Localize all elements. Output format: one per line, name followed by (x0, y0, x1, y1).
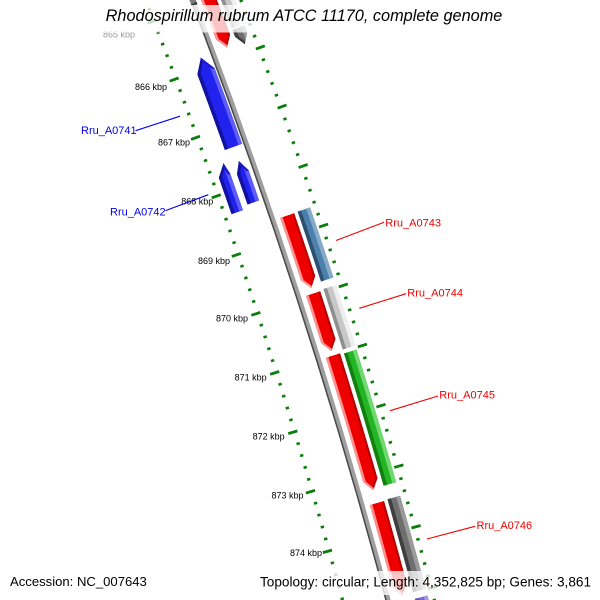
svg-text:872 kbp: 872 kbp (253, 432, 285, 442)
svg-text:865 kbp: 865 kbp (103, 30, 135, 40)
svg-text:Rru_A0743: Rru_A0743 (385, 217, 441, 229)
svg-text:867 kbp: 867 kbp (158, 137, 190, 147)
svg-text:Rru_A0741: Rru_A0741 (81, 125, 137, 137)
svg-text:869 kbp: 869 kbp (198, 256, 230, 266)
svg-text:Rru_A0746: Rru_A0746 (477, 520, 533, 532)
svg-text:868 kbp: 868 kbp (181, 197, 213, 207)
svg-text:871 kbp: 871 kbp (235, 373, 267, 383)
svg-text:874 kbp: 874 kbp (290, 548, 322, 558)
svg-text:Topology: circular; Length: 4,: Topology: circular; Length: 4,352,825 bp… (260, 574, 591, 589)
svg-text:Accession: NC_007643: Accession: NC_007643 (10, 574, 147, 589)
svg-text:870 kbp: 870 kbp (216, 313, 248, 323)
svg-text:Rru_A0744: Rru_A0744 (407, 287, 463, 299)
svg-text:866 kbp: 866 kbp (135, 82, 167, 92)
svg-text:Rhodospirillum rubrum ATCC 111: Rhodospirillum rubrum ATCC 11170, comple… (106, 7, 503, 25)
svg-text:Rru_A0745: Rru_A0745 (439, 390, 495, 402)
svg-text:Rru_A0742: Rru_A0742 (110, 206, 166, 218)
svg-text:873 kbp: 873 kbp (271, 490, 303, 500)
